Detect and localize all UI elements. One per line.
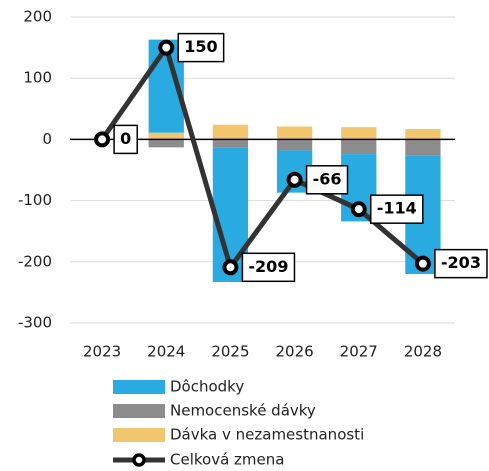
value-label: -203	[434, 248, 488, 279]
legend-swatch	[113, 380, 165, 394]
value-label-box	[434, 248, 488, 279]
bar	[148, 139, 184, 148]
y-tick-label: -300	[18, 314, 52, 332]
bar	[276, 126, 313, 140]
value-label-text: 0	[120, 129, 131, 148]
value-label-text: -203	[441, 253, 481, 272]
bar	[405, 139, 441, 156]
bar	[341, 139, 377, 155]
legend-swatch	[113, 428, 165, 442]
y-tick-label: 100	[23, 69, 52, 87]
value-label-text: 150	[184, 37, 217, 56]
value-label: 150	[177, 32, 225, 63]
line-point	[414, 255, 431, 272]
value-label: -209	[241, 252, 296, 283]
legend-swatch	[113, 404, 165, 418]
y-tick-label: -200	[18, 252, 52, 270]
value-label-text: -114	[377, 199, 417, 218]
legend-label: Dávka v nezamestnanosti	[170, 426, 364, 444]
value-label-text: -209	[248, 257, 288, 276]
value-label-text: -66	[313, 169, 342, 188]
x-tick-label: 2028	[404, 343, 442, 361]
y-tick-label: 0	[42, 130, 52, 148]
bar	[405, 128, 441, 140]
line	[100, 45, 425, 270]
x-tick-label: 2024	[147, 343, 185, 361]
bar	[341, 127, 377, 140]
bar	[276, 139, 313, 151]
line-point	[158, 39, 175, 56]
y-tick-label: 200	[23, 8, 52, 26]
value-label: -114	[370, 194, 424, 224]
x-tick-label: 2023	[83, 343, 121, 361]
value-label-box	[241, 252, 296, 283]
value-label: -66	[305, 165, 349, 195]
value-label-box	[370, 194, 424, 224]
value-label: 0	[113, 124, 138, 155]
line-point	[286, 171, 303, 188]
line-point	[94, 131, 111, 148]
legend-label: Celková zmena	[170, 451, 284, 469]
x-tick-label: 2027	[340, 343, 378, 361]
legend-label: Nemocenské dávky	[170, 402, 316, 420]
bar	[212, 124, 249, 140]
value-label-box	[305, 165, 349, 195]
line-point	[222, 259, 239, 276]
value-label-box	[177, 32, 225, 63]
bar	[212, 139, 249, 148]
y-tick-label: -100	[18, 191, 52, 209]
value-label-box	[113, 124, 138, 155]
line-point	[350, 201, 367, 218]
x-tick-label: 2026	[275, 343, 313, 361]
x-tick-label: 2025	[211, 343, 249, 361]
bar	[148, 132, 184, 140]
legend-label: Dôchodky	[170, 378, 244, 396]
legend-marker	[132, 453, 146, 467]
